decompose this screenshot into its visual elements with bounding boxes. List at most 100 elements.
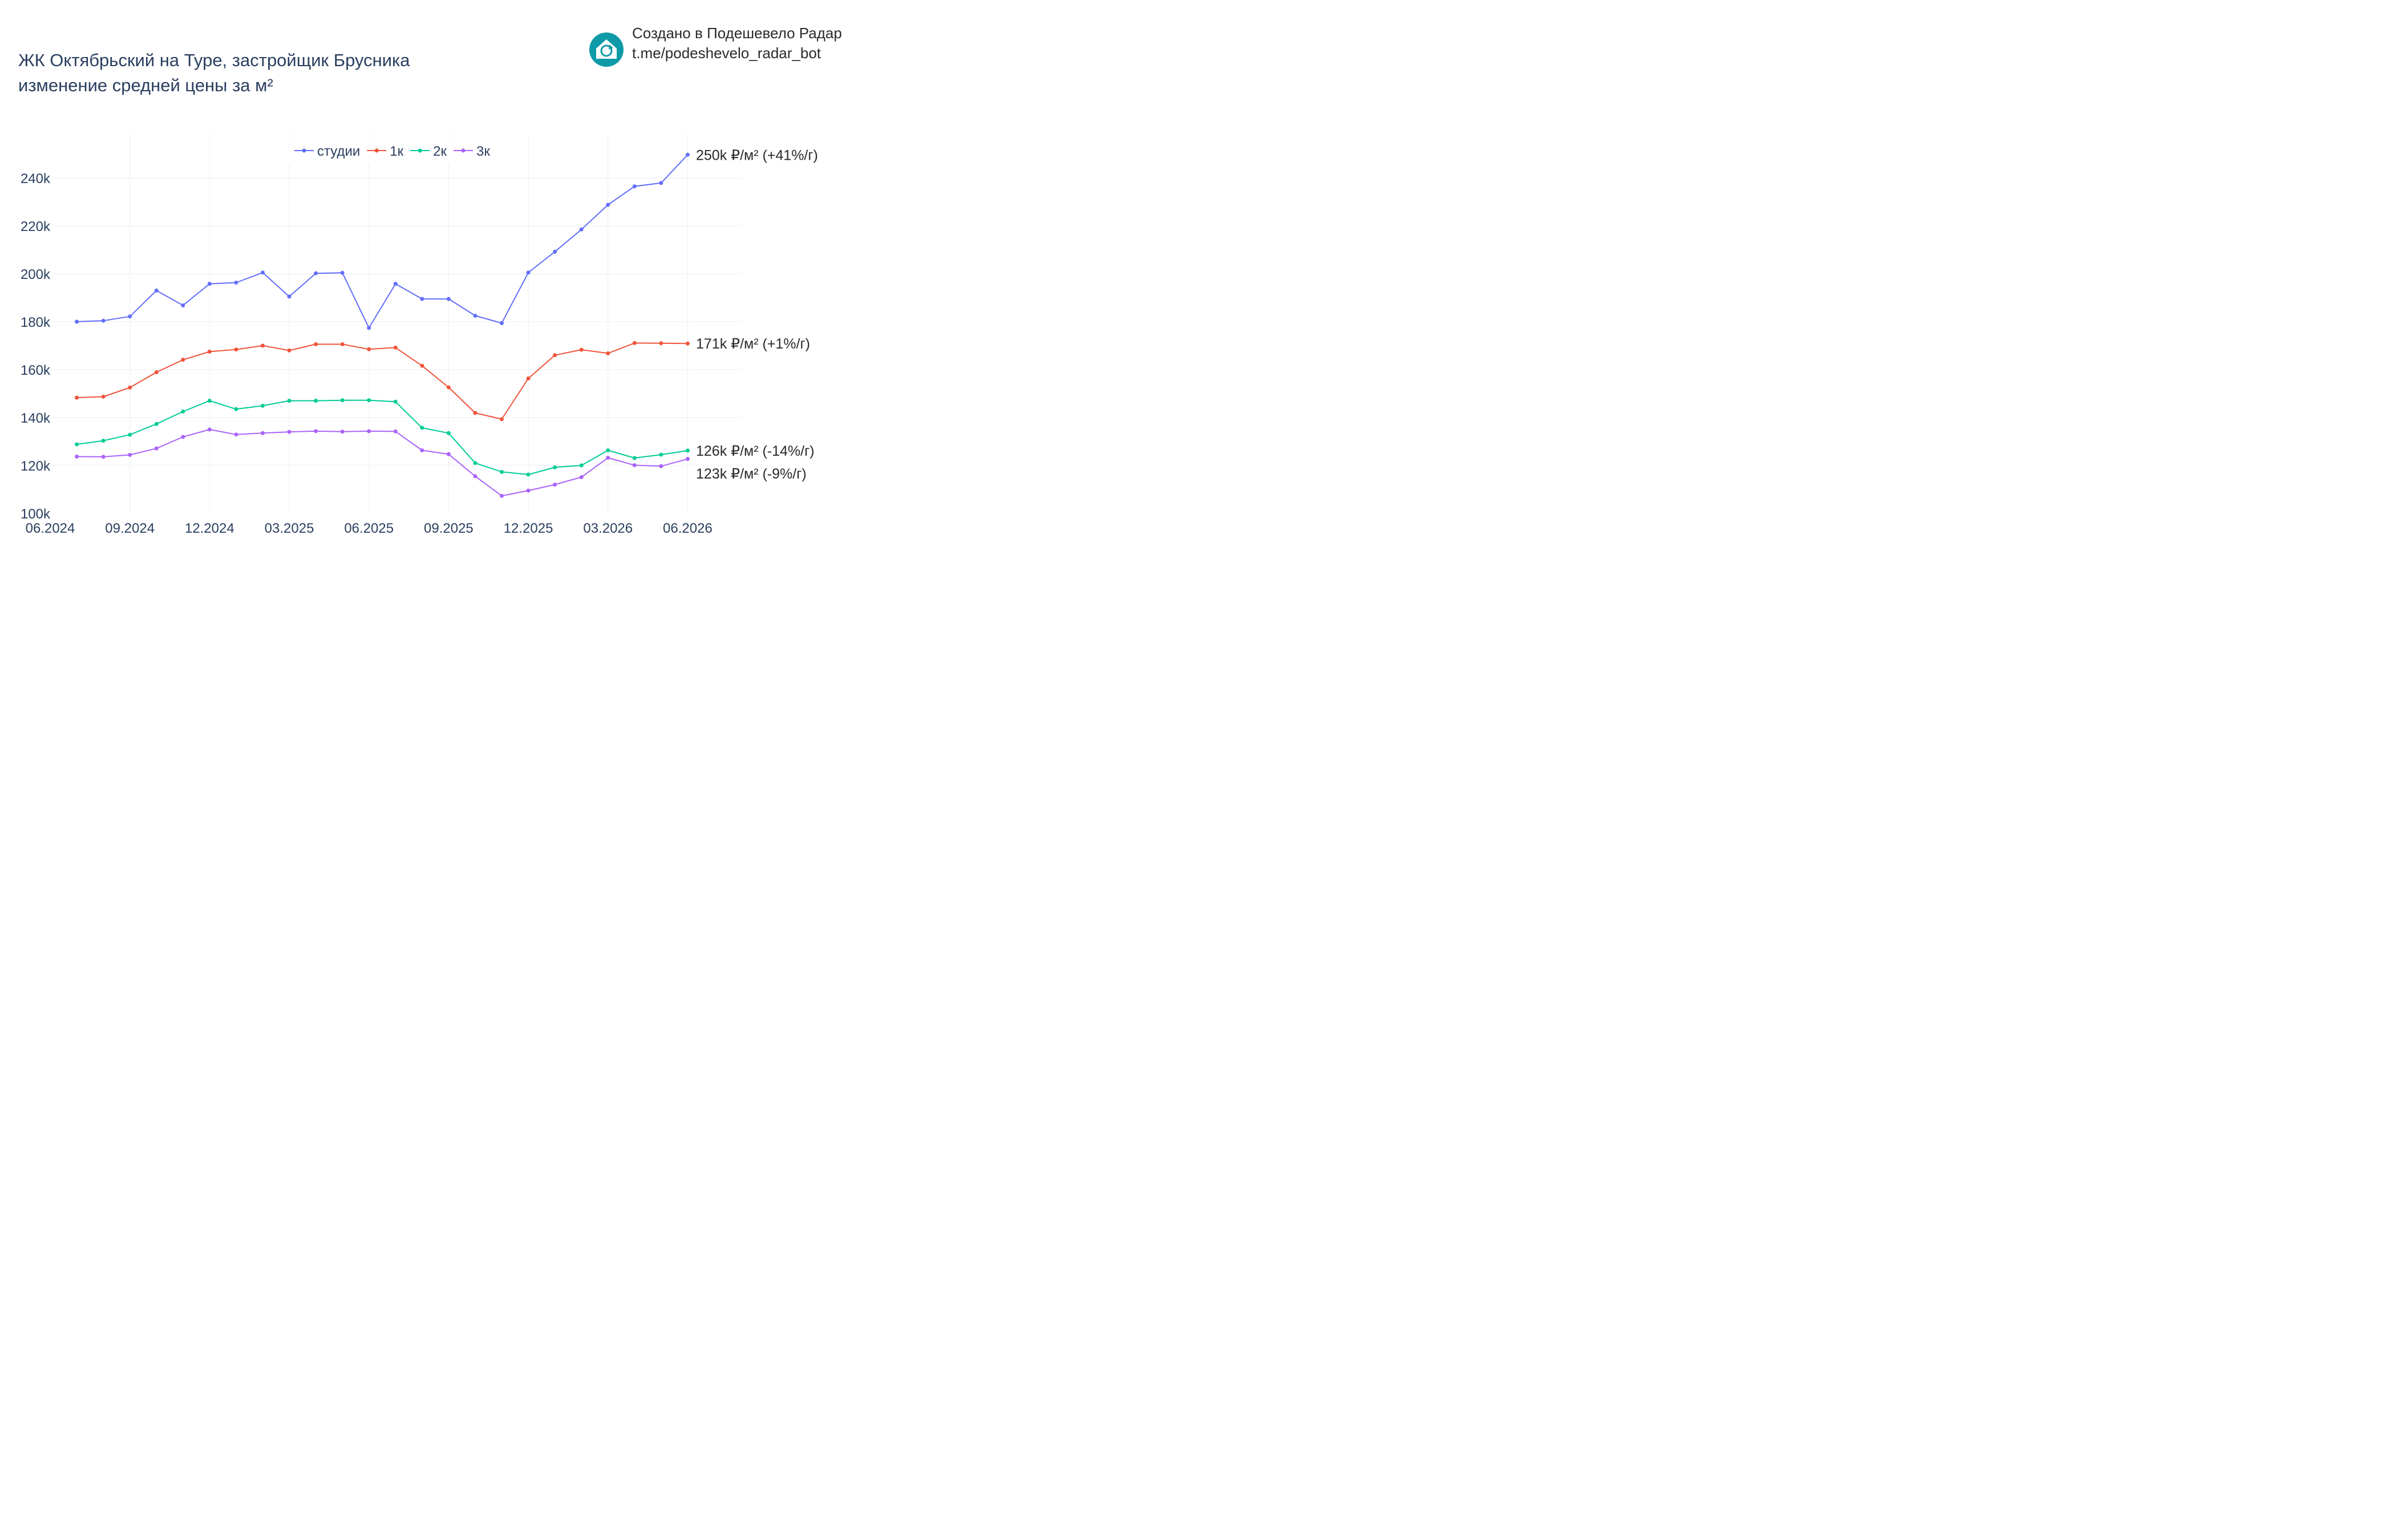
data-point[interactable] bbox=[234, 281, 238, 285]
data-point[interactable] bbox=[632, 184, 637, 189]
data-point[interactable] bbox=[101, 318, 106, 323]
data-point[interactable] bbox=[75, 395, 79, 400]
data-point[interactable] bbox=[606, 351, 610, 355]
data-point[interactable] bbox=[101, 455, 106, 459]
data-point[interactable] bbox=[659, 464, 663, 468]
data-point[interactable] bbox=[128, 314, 132, 319]
data-point[interactable] bbox=[606, 448, 610, 453]
data-point[interactable] bbox=[579, 227, 584, 232]
data-point[interactable] bbox=[393, 345, 398, 350]
data-point[interactable] bbox=[340, 398, 345, 403]
data-point[interactable] bbox=[314, 429, 318, 433]
data-point[interactable] bbox=[685, 152, 690, 157]
data-point[interactable] bbox=[260, 403, 265, 408]
data-point[interactable] bbox=[367, 326, 371, 330]
data-point[interactable] bbox=[207, 399, 212, 403]
data-point[interactable] bbox=[287, 429, 292, 434]
data-point[interactable] bbox=[340, 342, 345, 346]
brand-link[interactable]: t.me/podeshevelo_radar_bot bbox=[632, 44, 821, 62]
data-point[interactable] bbox=[287, 348, 292, 352]
data-point[interactable] bbox=[659, 341, 663, 346]
legend-item-1к[interactable]: 1к bbox=[367, 144, 404, 159]
data-point[interactable] bbox=[500, 417, 504, 422]
data-point[interactable] bbox=[446, 452, 451, 456]
data-point[interactable] bbox=[473, 474, 477, 479]
data-point[interactable] bbox=[420, 425, 424, 430]
data-point[interactable] bbox=[181, 358, 185, 362]
data-point[interactable] bbox=[420, 297, 424, 301]
data-point[interactable] bbox=[393, 429, 398, 433]
data-point[interactable] bbox=[553, 353, 557, 358]
data-point[interactable] bbox=[260, 431, 265, 435]
data-point[interactable] bbox=[128, 453, 132, 457]
data-point[interactable] bbox=[526, 270, 531, 275]
data-point[interactable] bbox=[632, 456, 637, 460]
brand-logo[interactable] bbox=[589, 33, 624, 67]
data-point[interactable] bbox=[314, 399, 318, 403]
legend-item-студии[interactable]: студии bbox=[294, 144, 360, 159]
data-point[interactable] bbox=[128, 386, 132, 390]
data-point[interactable] bbox=[260, 270, 265, 275]
data-point[interactable] bbox=[314, 342, 318, 346]
data-point[interactable] bbox=[420, 363, 424, 368]
data-point[interactable] bbox=[101, 394, 106, 399]
data-point[interactable] bbox=[632, 341, 637, 345]
legend-item-3к[interactable]: 3к bbox=[454, 144, 490, 159]
data-point[interactable] bbox=[473, 461, 477, 465]
data-point[interactable] bbox=[181, 435, 185, 439]
data-point[interactable] bbox=[207, 282, 212, 286]
data-point[interactable] bbox=[526, 472, 531, 477]
data-point[interactable] bbox=[154, 370, 159, 375]
data-point[interactable] bbox=[75, 454, 79, 459]
data-point[interactable] bbox=[446, 297, 451, 301]
data-point[interactable] bbox=[393, 399, 398, 404]
data-point[interactable] bbox=[340, 429, 345, 434]
data-point[interactable] bbox=[75, 319, 79, 324]
data-point[interactable] bbox=[75, 442, 79, 447]
data-point[interactable] bbox=[579, 347, 584, 352]
data-point[interactable] bbox=[234, 407, 238, 411]
data-point[interactable] bbox=[446, 431, 451, 435]
data-point[interactable] bbox=[500, 493, 504, 498]
data-point[interactable] bbox=[260, 343, 265, 348]
data-point[interactable] bbox=[553, 465, 557, 469]
data-point[interactable] bbox=[154, 288, 159, 293]
data-point[interactable] bbox=[446, 385, 451, 390]
data-point[interactable] bbox=[579, 475, 584, 480]
data-point[interactable] bbox=[473, 411, 477, 415]
data-point[interactable] bbox=[632, 463, 637, 468]
data-point[interactable] bbox=[287, 399, 292, 403]
data-point[interactable] bbox=[473, 314, 477, 318]
data-point[interactable] bbox=[685, 341, 690, 346]
data-point[interactable] bbox=[659, 452, 663, 457]
data-point[interactable] bbox=[526, 488, 531, 493]
data-point[interactable] bbox=[101, 439, 106, 443]
data-point[interactable] bbox=[367, 347, 371, 351]
data-point[interactable] bbox=[234, 347, 238, 352]
data-point[interactable] bbox=[181, 303, 185, 307]
data-point[interactable] bbox=[207, 427, 212, 432]
data-point[interactable] bbox=[685, 448, 690, 453]
data-point[interactable] bbox=[314, 271, 318, 275]
legend-item-2к[interactable]: 2к bbox=[410, 144, 447, 159]
data-point[interactable] bbox=[154, 422, 159, 426]
data-point[interactable] bbox=[287, 294, 292, 299]
data-point[interactable] bbox=[579, 463, 584, 468]
data-point[interactable] bbox=[606, 202, 610, 207]
data-point[interactable] bbox=[207, 350, 212, 354]
data-point[interactable] bbox=[340, 270, 345, 275]
data-point[interactable] bbox=[500, 321, 504, 326]
data-point[interactable] bbox=[181, 410, 185, 414]
data-point[interactable] bbox=[154, 446, 159, 451]
data-point[interactable] bbox=[234, 432, 238, 437]
data-point[interactable] bbox=[606, 456, 610, 460]
data-point[interactable] bbox=[367, 429, 371, 433]
data-point[interactable] bbox=[553, 483, 557, 487]
data-point[interactable] bbox=[128, 432, 132, 437]
data-point[interactable] bbox=[420, 448, 424, 453]
data-point[interactable] bbox=[526, 376, 531, 381]
data-point[interactable] bbox=[553, 249, 557, 254]
data-point[interactable] bbox=[685, 457, 690, 461]
data-point[interactable] bbox=[500, 469, 504, 474]
data-point[interactable] bbox=[393, 282, 398, 286]
